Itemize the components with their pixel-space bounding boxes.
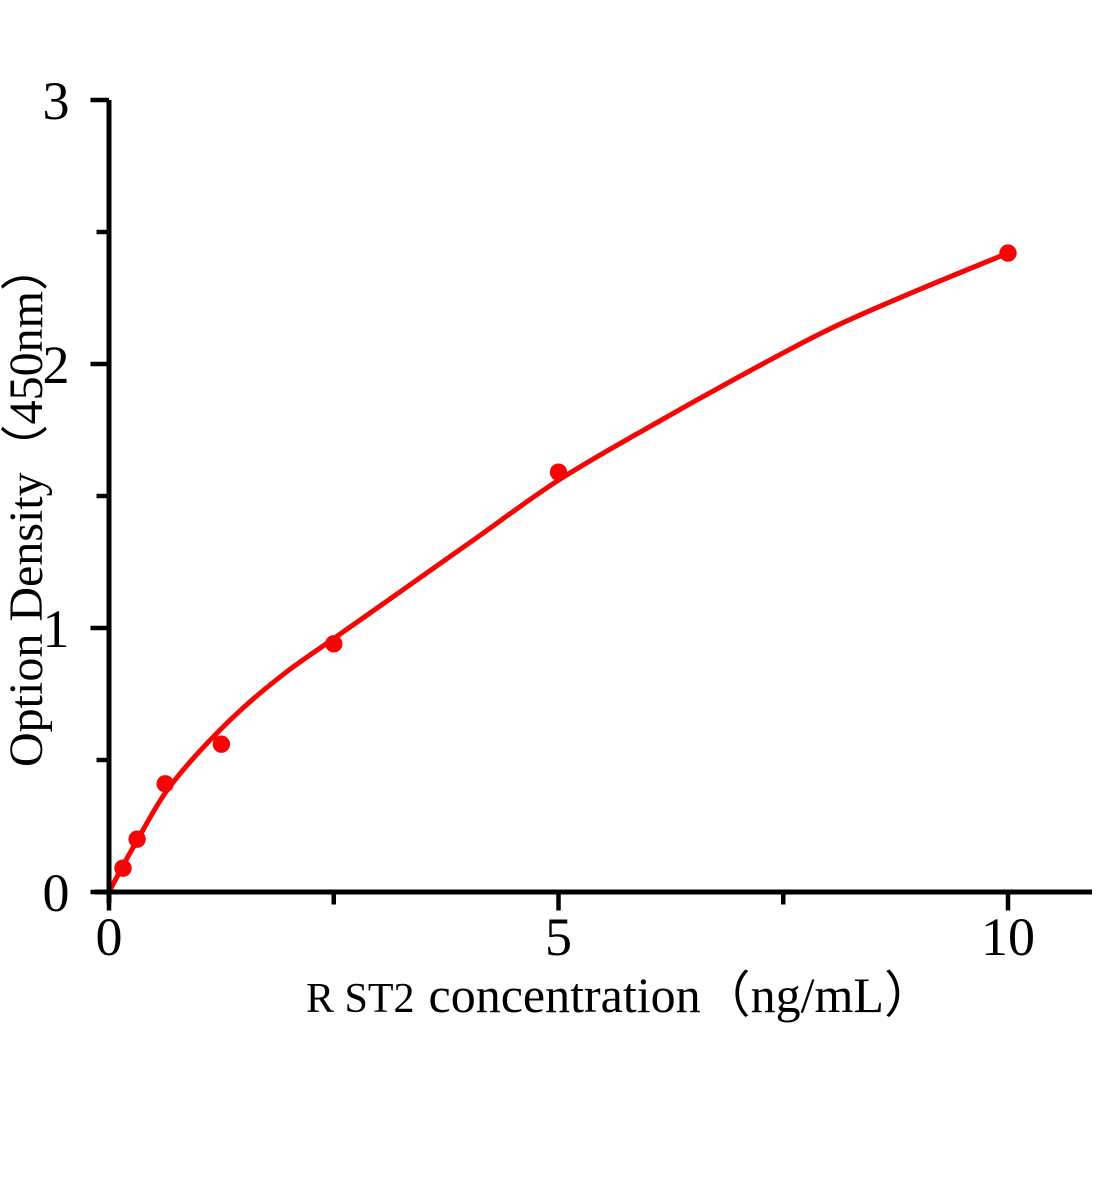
- y-tick-label: 3: [43, 71, 70, 131]
- data-point-marker: [114, 859, 132, 877]
- data-point-marker: [549, 463, 568, 481]
- y-tick-label: 0: [43, 863, 70, 923]
- tick-label-layer: 0 5 10 0 1 2 3: [43, 71, 1036, 967]
- y-tick-label: 1: [43, 599, 70, 659]
- x-tick-label: 5: [545, 907, 572, 967]
- fit-curve-line: [106, 250, 1011, 895]
- x-axis-title: R ST2 concentration（ng/mL）: [306, 967, 934, 1023]
- data-point-marker: [999, 244, 1017, 262]
- y-axis-title: Option Density（450nm）: [0, 243, 53, 767]
- data-point-marker: [156, 775, 174, 793]
- x-tick-label: 10: [981, 907, 1035, 967]
- axis-layer: [95, 100, 1092, 903]
- x-tick-label: 0: [96, 907, 123, 967]
- data-point-marker: [128, 830, 146, 848]
- x-axis-title-prefix: R ST2: [306, 976, 415, 1022]
- series-layer: [106, 244, 1017, 895]
- data-point-marker: [212, 735, 231, 753]
- x-axis-title-main: concentration（ng/mL）: [429, 967, 934, 1023]
- data-point-marker: [325, 635, 343, 653]
- tick-layer: [90, 97, 1011, 911]
- y-tick-label: 2: [43, 335, 70, 395]
